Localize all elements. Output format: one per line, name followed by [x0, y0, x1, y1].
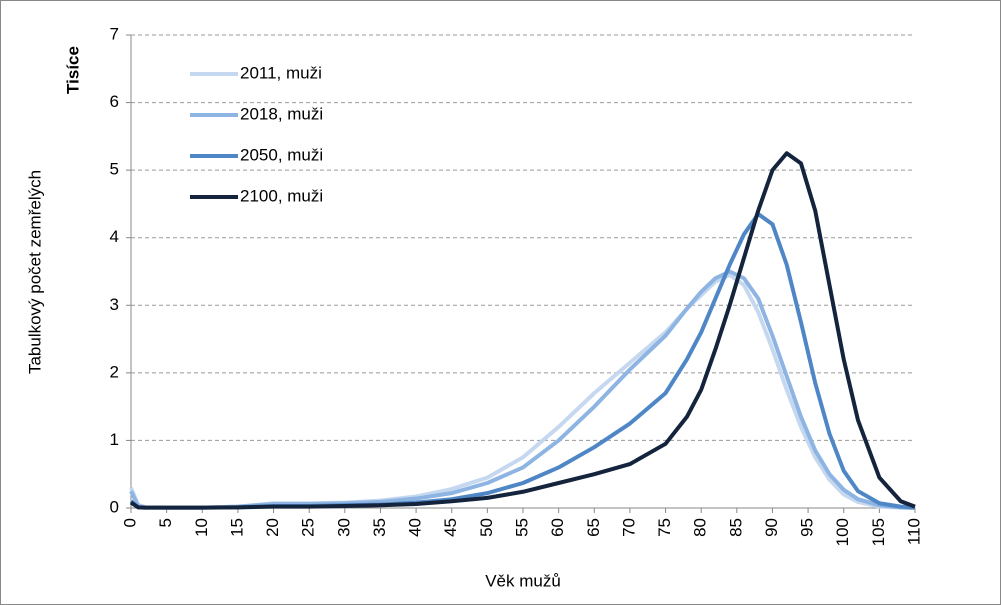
- legend-label: 2100, muži: [240, 186, 323, 205]
- x-tick-label: 45: [441, 518, 460, 537]
- x-tick-label: 35: [370, 518, 389, 537]
- y-tick-label: 4: [110, 227, 119, 246]
- x-tick-label: 100: [833, 518, 852, 546]
- x-tick-label: 55: [512, 518, 531, 537]
- x-tick-label: 0: [120, 518, 139, 527]
- legend-label: 2018, muži: [240, 104, 323, 123]
- y-unit-label: Tisíce: [63, 46, 82, 94]
- y-tick-label: 3: [110, 295, 119, 314]
- legend-label: 2011, muži: [240, 63, 322, 82]
- y-tick-label: 1: [110, 430, 119, 449]
- x-axis-label: Věk mužů: [485, 571, 561, 590]
- x-tick-label: 15: [227, 518, 246, 537]
- x-tick-label: 10: [192, 518, 211, 537]
- y-tick-label: 5: [110, 160, 119, 179]
- legend-label: 2050, muži: [240, 145, 323, 164]
- x-tick-label: 80: [691, 518, 710, 537]
- x-tick-label: 60: [548, 518, 567, 537]
- y-tick-label: 2: [110, 362, 119, 381]
- x-tick-label: 30: [334, 518, 353, 537]
- x-tick-label: 90: [762, 518, 781, 537]
- x-tick-label: 5: [156, 518, 175, 527]
- x-tick-label: 75: [655, 518, 674, 537]
- x-tick-label: 95: [798, 518, 817, 537]
- y-tick-label: 7: [110, 24, 119, 43]
- x-tick-label: 50: [477, 518, 496, 537]
- x-tick-label: 105: [869, 518, 888, 546]
- y-tick-label: 6: [110, 92, 119, 111]
- x-tick-label: 110: [904, 518, 923, 545]
- y-tick-label: 0: [110, 497, 119, 516]
- y-axis-label: Tabulkový počet zemřelých: [25, 170, 44, 374]
- x-tick-label: 20: [263, 518, 282, 537]
- x-tick-label: 85: [726, 518, 745, 537]
- x-tick-label: 70: [619, 518, 638, 537]
- x-tick-label: 40: [406, 518, 425, 537]
- series-line: [129, 151, 916, 510]
- x-tick-label: 65: [584, 518, 603, 537]
- x-tick-label: 25: [299, 518, 318, 537]
